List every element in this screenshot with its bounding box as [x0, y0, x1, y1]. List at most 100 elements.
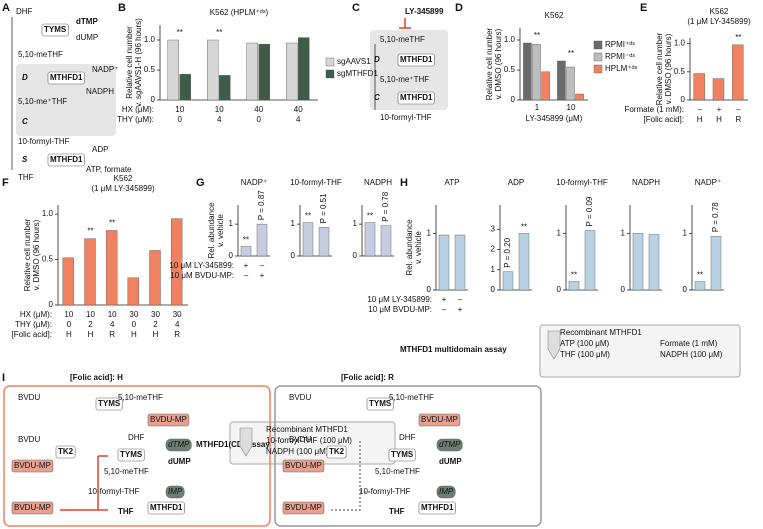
y-axis-label: v. vehicle: [216, 214, 225, 247]
y-tick-label: 0: [291, 251, 296, 260]
y-axis-label: v. DMSO (96 hours): [494, 28, 503, 99]
condition-value: 4: [296, 115, 301, 124]
highlight: [165, 485, 185, 499]
bar: [438, 234, 450, 291]
condition-value: H: [153, 330, 159, 339]
bar: [207, 39, 219, 101]
bar: [541, 71, 550, 101]
condition-value: 30: [173, 310, 182, 319]
assay-title: MTHFD1(CD) assay: [196, 440, 270, 449]
diagram-label: dTMP: [76, 17, 98, 26]
diagram-label: 10-formyl-THF: [380, 113, 432, 122]
highlight: [418, 413, 461, 427]
panel-label: I: [2, 372, 5, 384]
diagram-label: BVDU-MP: [421, 415, 458, 424]
y-tick-label: 0.5: [674, 67, 686, 76]
y-tick-label: 0.5: [504, 65, 516, 74]
diagram-label: TYMS: [120, 450, 143, 459]
y-tick-label: 0: [491, 285, 496, 294]
significance: **: [521, 222, 527, 231]
significance: **: [534, 31, 540, 40]
bar: [532, 44, 541, 101]
condition-value: –: [736, 105, 741, 114]
condition-value: 0: [67, 320, 72, 329]
diagram-label: NADPH: [86, 87, 114, 96]
bar: [518, 233, 530, 291]
significance: **: [109, 219, 115, 228]
panel-label: B: [118, 2, 126, 14]
y-tick-label: 0: [427, 285, 432, 294]
diagram-label: dTMP: [168, 440, 190, 449]
condition-value: 0: [178, 115, 183, 124]
condition-value: 2: [153, 320, 158, 329]
significance: **: [735, 33, 741, 42]
bar: [364, 222, 376, 257]
y-tick-label: 0.5: [42, 255, 54, 264]
condition-label: THY (μM):: [15, 320, 52, 329]
diagram-label: [Folic acid]: R: [341, 373, 394, 382]
diagram-label: TK2: [58, 447, 74, 456]
condition-value: 30: [129, 310, 138, 319]
y-tick-label: 0.5: [144, 65, 156, 74]
p-value: P = 0.87: [257, 190, 266, 220]
bar: [240, 246, 252, 257]
condition-label: Formate (1 mM):: [624, 105, 684, 114]
significance: **: [697, 271, 703, 280]
bar: [219, 75, 231, 101]
diagram-label: TYMS: [369, 399, 392, 408]
diagram-label: MTHFD1: [50, 155, 83, 164]
diagram-label: BVDU: [289, 435, 311, 444]
enzyme-box: [55, 445, 76, 459]
bar: [568, 281, 580, 291]
flux-arrow: [331, 440, 370, 511]
condition-label: HX (μM):: [122, 105, 154, 114]
condition-box: [274, 385, 542, 527]
enzyme-box: [418, 501, 456, 515]
enzyme-box: [147, 501, 185, 515]
condition-value: H: [131, 330, 137, 339]
bar: [318, 227, 330, 257]
enzyme-box: [397, 53, 435, 67]
diagram-label: MTHFD1: [150, 503, 183, 512]
legend-swatch: [593, 40, 603, 50]
diagram-label: TYMS: [391, 450, 414, 459]
assay-line: THF (100 μM): [560, 350, 610, 359]
condition-label: THY (μM):: [117, 115, 154, 124]
diagram-label: [Folic acid]: H: [70, 373, 123, 382]
condition-value: R: [735, 115, 741, 124]
assay-title: MTHFD1 multidomain assay: [400, 345, 507, 354]
chart-title: (1 μM LY-345899): [91, 184, 155, 193]
condition-value: 10: [64, 310, 73, 319]
bar: [648, 234, 660, 291]
enzyme-box: [47, 71, 85, 85]
highlight: [165, 438, 192, 452]
enzyme-box: [117, 448, 145, 462]
y-tick-label: 1: [491, 265, 496, 274]
diagram-label: D: [374, 55, 380, 64]
panel-label: G: [196, 177, 205, 189]
legend-swatch: [325, 69, 335, 79]
diagram-label: S: [22, 155, 28, 164]
condition-value: 10: [175, 105, 184, 114]
highlight: [147, 413, 190, 427]
bar: [298, 37, 310, 101]
diagram-label: ATP, formate: [86, 165, 132, 174]
enzyme-box: [366, 397, 394, 411]
y-axis-label: Relative cell number: [655, 32, 664, 105]
legend-swatch: [325, 57, 335, 67]
chart-title: K562: [545, 11, 564, 20]
diagram-label: 10-formyl-THF: [359, 487, 411, 496]
subplot-title: NADPH: [632, 178, 660, 187]
y-tick-label: 1: [353, 219, 358, 228]
subplot-title: ADP: [508, 178, 524, 187]
condition-value: –: [697, 105, 702, 114]
subplot-title: 10-formyl-THF: [290, 178, 342, 187]
bar: [632, 233, 644, 291]
diagram-label: 5,10-meTHF: [104, 467, 149, 476]
enzyme-box: [41, 23, 69, 37]
y-tick-label: 1: [427, 228, 432, 237]
diagram-label: 5,10-me⁺THF: [18, 97, 67, 106]
bar: [380, 225, 392, 257]
condition-label: [Folic acid]:: [12, 330, 52, 339]
bar: [258, 44, 270, 101]
